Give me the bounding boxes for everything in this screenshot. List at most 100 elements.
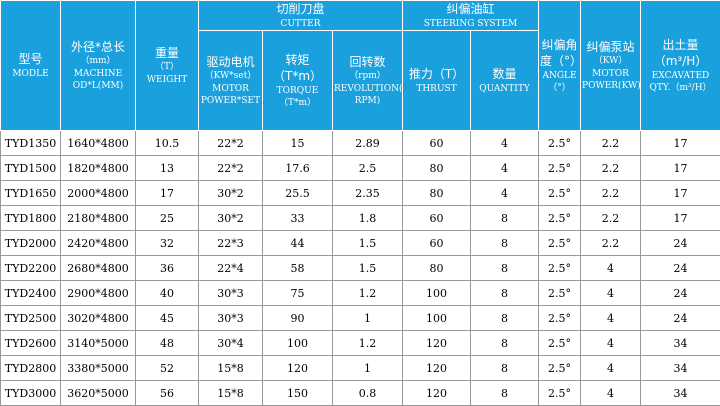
cell: 80: [402, 255, 472, 281]
cell: 15*8: [198, 380, 263, 406]
cell: 60: [402, 230, 472, 256]
group-line: STEERING SYSTEM: [423, 18, 518, 29]
header-line: （T）: [154, 62, 179, 73]
cell: 2.5: [331, 155, 404, 181]
cell: 4: [580, 330, 642, 356]
group-header: 纠偏油缸 STEERING SYSTEM: [402, 0, 540, 31]
header-line: 数量: [492, 67, 517, 82]
cell: 1640*4800: [60, 130, 136, 156]
cell: 100: [262, 330, 333, 356]
cell: 48: [135, 330, 199, 356]
cell: 2.5°: [538, 330, 582, 356]
header-line: MODLE: [12, 68, 49, 79]
cell: 30*3: [198, 305, 263, 331]
cell: 150: [262, 380, 333, 406]
cell: 80: [402, 180, 472, 206]
cell: 2.35: [331, 180, 404, 206]
header-line: 回转数: [349, 55, 386, 70]
cell: 120: [402, 380, 472, 406]
cell: 34: [640, 330, 720, 356]
cell: 80: [402, 155, 472, 181]
cell: 34: [640, 380, 720, 406]
cell: TYD2200: [0, 255, 61, 281]
cell: TYD1650: [0, 180, 61, 206]
cell: 24: [640, 280, 720, 306]
header-line: 推力（T）: [408, 67, 465, 82]
cell: 2.5°: [538, 230, 582, 256]
header-line: MOTOR POWER*SET: [200, 83, 261, 106]
cell: 56: [135, 380, 199, 406]
cell: 120: [262, 355, 333, 381]
cell: TYD3000: [0, 380, 61, 406]
header-line: （mm）: [80, 56, 116, 67]
cell: 3020*4800: [60, 305, 136, 331]
data-row: TYD1350 1640*4800 10.5 22*2 15 2.89 60 4 2.5° 2.2…: [0, 130, 720, 156]
cell: 8: [470, 255, 540, 281]
cell: 30*4: [198, 330, 263, 356]
cell: 22*2: [198, 155, 263, 181]
cell: 4: [470, 155, 540, 181]
cell: 120: [402, 330, 472, 356]
cell: 40: [135, 280, 199, 306]
cell: 2.2: [580, 180, 642, 206]
cell: 24: [640, 255, 720, 281]
cell: TYD2400: [0, 280, 61, 306]
header-line: （rpm）: [349, 71, 386, 82]
cell: 15*8: [198, 355, 263, 381]
column-header: 回转数 （rpm） REVOLUTION( RPM): [331, 30, 404, 131]
header-line: TORQUE（T*m）: [276, 85, 319, 108]
cell: 1.5: [331, 255, 404, 281]
cell: TYD2800: [0, 355, 61, 381]
cell: 1.8: [331, 205, 404, 231]
header-line: 纠偏角度（°）: [540, 38, 581, 69]
cell: 8: [470, 355, 540, 381]
cell: TYD2000: [0, 230, 61, 256]
cell: 30*2: [198, 205, 263, 231]
cell: 1.5: [331, 230, 404, 256]
cell: 8: [470, 330, 540, 356]
cell: 4: [580, 305, 642, 331]
header-line: REVOLUTION( RPM): [334, 83, 403, 106]
cell: 17.6: [262, 155, 333, 181]
cell: 90: [262, 305, 333, 331]
cell: 2.2: [580, 205, 642, 231]
cell: 75: [262, 280, 333, 306]
header-line: 驱动电机: [206, 55, 255, 70]
cell: 2.5°: [538, 380, 582, 406]
cell: 2.5°: [538, 355, 582, 381]
column-header: 纠偏泵站 （KW） MOTOR POWER(KW): [580, 0, 642, 131]
data-row: TYD2400 2900*4800 40 30*3 75 1.2 100 8 2.5° 4 24: [0, 280, 720, 306]
cell: 1.2: [331, 280, 404, 306]
cell: 4: [470, 180, 540, 206]
header-line: QUANTITY: [479, 83, 530, 94]
cell: 24: [640, 230, 720, 256]
cell: 8: [470, 280, 540, 306]
cell: 32: [135, 230, 199, 256]
column-header: 转矩（T*m） TORQUE（T*m）: [262, 30, 333, 131]
cell: 100: [402, 305, 472, 331]
cell: 2.5°: [538, 155, 582, 181]
cell: 2.2: [580, 230, 642, 256]
cell: 2.2: [580, 130, 642, 156]
cell: 100: [402, 280, 472, 306]
cell: 17: [135, 180, 199, 206]
cell: 2180*4800: [60, 205, 136, 231]
header-line: THRUST: [416, 83, 457, 94]
column-header: 重量 （T） WEIGHT: [135, 0, 199, 131]
cell: 2000*4800: [60, 180, 136, 206]
cell: 22*4: [198, 255, 263, 281]
cell: 2.5°: [538, 255, 582, 281]
cell: 17: [640, 205, 720, 231]
cell: 60: [402, 205, 472, 231]
cell: TYD1800: [0, 205, 61, 231]
cell: 3140*5000: [60, 330, 136, 356]
data-row: TYD3000 3620*5000 56 15*8 150 0.8 120 8 2.5° 4 34: [0, 380, 720, 406]
cell: 10.5: [135, 130, 199, 156]
data-row: TYD1500 1820*4800 13 22*2 17.6 2.5 80 4 2.5° 2.2 1…: [0, 155, 720, 181]
cell: 17: [640, 155, 720, 181]
cell: 58: [262, 255, 333, 281]
cell: TYD2600: [0, 330, 61, 356]
cell: 52: [135, 355, 199, 381]
cell: 33: [262, 205, 333, 231]
group-line: 纠偏油缸: [446, 2, 495, 17]
